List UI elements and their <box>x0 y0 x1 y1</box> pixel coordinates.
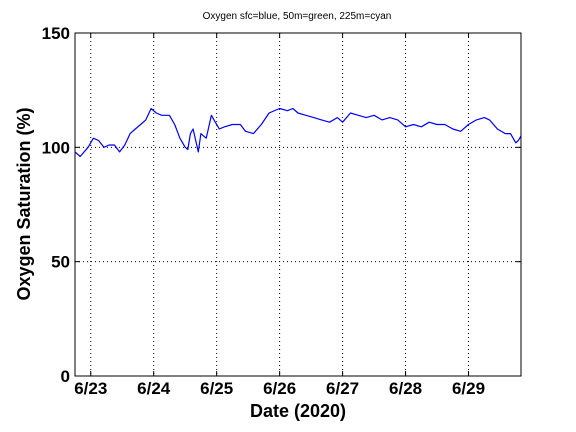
x-tick-label: 6/24 <box>137 379 171 398</box>
plot-frame <box>74 32 522 377</box>
x-tick-label: 6/25 <box>200 379 233 398</box>
chart-title: Oxygen sfc=blue, 50m=green, 225m=cyan <box>203 11 392 22</box>
y-tick-label: 150 <box>42 24 70 43</box>
x-axis-label: Date (2020) <box>250 401 346 421</box>
x-tick-label: 6/27 <box>326 379 359 398</box>
x-tick-label: 6/23 <box>74 379 107 398</box>
x-tick-label: 6/28 <box>389 379 422 398</box>
y-tick-label: 50 <box>51 253 70 272</box>
grid-layer <box>75 33 521 376</box>
x-tick-label: 6/26 <box>263 379 296 398</box>
tick-layer: 6/23 6/24 6/25 6/26 6/27 6/28 6/29 0 50 100 150 <box>42 24 521 398</box>
x-tick-label: 6/29 <box>452 379 485 398</box>
y-tick-label: 100 <box>42 138 70 157</box>
series-line-0 <box>74 107 522 158</box>
series-layer <box>74 107 522 158</box>
y-axis-label: Oxygen Saturation (%) <box>14 107 34 300</box>
y-tick-label: 0 <box>61 367 70 386</box>
